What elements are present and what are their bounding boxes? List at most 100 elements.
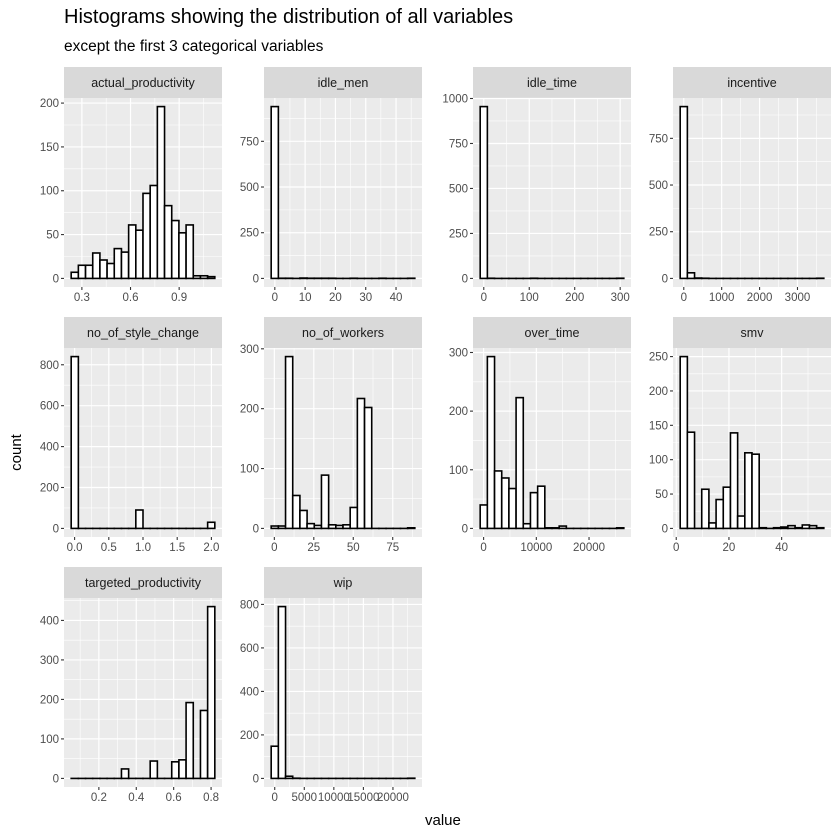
histogram-bar <box>708 522 717 530</box>
histogram-bar <box>736 515 746 530</box>
x-tick-label: 0.3 <box>74 292 90 304</box>
histogram-bar <box>299 509 308 530</box>
facet-panel-idle_time: idle_time 0 100 200 300 0 250 500 750 1000 <box>442 67 631 304</box>
x-tick-label: 5000 <box>291 792 317 804</box>
strip-label: no_of_workers <box>302 326 384 340</box>
y-tick-label: 200 <box>40 694 59 706</box>
histogram-bar <box>327 524 337 530</box>
y-tick-label: 800 <box>240 599 259 611</box>
histogram-bar <box>729 432 739 530</box>
histogram-bar <box>529 491 539 530</box>
x-tick-label: 0.6 <box>166 792 182 804</box>
strip-background <box>473 317 631 348</box>
x-tick-label: 1.0 <box>135 542 151 554</box>
y-tick-label: 200 <box>240 730 259 742</box>
x-tick-label: 300 <box>611 292 630 304</box>
histogram-bar <box>500 477 510 530</box>
y-tick-label: 200 <box>649 386 668 398</box>
strip-background <box>264 317 422 348</box>
histogram-bar <box>284 775 294 780</box>
x-tick-label: 0.0 <box>67 542 83 554</box>
y-tick-label: 1000 <box>442 93 468 105</box>
panel-background <box>673 98 831 287</box>
y-tick-label: 750 <box>649 133 668 145</box>
facet-panel-incentive: incentive 0 1000 2000 3000 0 250 500 750 <box>649 67 831 304</box>
histogram-bar <box>170 219 180 280</box>
x-tick-label: 0.4 <box>128 792 145 804</box>
y-tick-label: 50 <box>655 489 668 501</box>
y-tick-label: 0 <box>662 273 668 285</box>
histogram-bar <box>356 397 366 530</box>
histogram-bar <box>700 488 710 530</box>
x-tick-label: 0 <box>271 542 277 554</box>
strip-label: no_of_style_change <box>87 326 199 340</box>
x-tick-label: 0.9 <box>171 292 187 304</box>
y-tick-label: 0 <box>253 523 259 535</box>
y-tick-label: 150 <box>649 420 668 432</box>
x-tick-label: 20000 <box>573 542 605 554</box>
x-tick-label: 2.0 <box>203 542 219 554</box>
facet-panel-smv: smv 0 20 40 0 50 100 150 200 250 <box>649 317 831 554</box>
histogram-bar <box>551 527 560 530</box>
facet-panel-targeted_productivity: targeted_productivity 0.2 0.4 0.6 0.8 0 100 200… <box>40 567 222 804</box>
y-tick-label: 500 <box>240 182 259 194</box>
panel-background <box>64 598 222 787</box>
histogram-bar <box>406 527 416 530</box>
y-tick-label: 200 <box>40 98 59 110</box>
y-tick-label: 250 <box>649 227 668 239</box>
x-tick-label: 0 <box>272 292 278 304</box>
histogram-bar <box>686 272 696 280</box>
x-axis-label: value <box>425 812 461 829</box>
strip-background <box>64 567 222 598</box>
x-tick-label: 3000 <box>785 292 811 304</box>
chart-subtitle: except the first 3 categorical variables <box>64 38 324 55</box>
strip-label: over_time <box>525 326 580 340</box>
histogram-bar <box>142 192 151 280</box>
histogram-bar <box>70 355 80 530</box>
x-tick-label: 200 <box>565 292 584 304</box>
histogram-bar <box>192 274 202 280</box>
histogram-bar <box>808 524 818 530</box>
y-tick-label: 400 <box>40 615 59 627</box>
histogram-bar <box>349 506 359 530</box>
histogram-bar <box>206 275 216 280</box>
histogram-bar <box>772 526 782 530</box>
x-tick-label: 30 <box>359 292 372 304</box>
y-tick-label: 0 <box>253 773 259 785</box>
strip-background <box>673 67 831 98</box>
histogram-bar <box>815 526 825 530</box>
histogram-bar <box>70 271 80 280</box>
histogram-bar <box>493 470 503 530</box>
x-tick-label: 0 <box>272 792 278 804</box>
histogram-bar <box>91 252 101 280</box>
facet-panel-idle_men: idle_men 0 10 20 30 40 0 250 500 750 <box>240 67 422 304</box>
x-tick-label: 20 <box>329 292 342 304</box>
strip-background <box>264 567 422 598</box>
y-tick-label: 500 <box>449 183 468 195</box>
histogram-bar <box>751 453 760 530</box>
panel-background <box>264 598 422 787</box>
y-tick-label: 0 <box>253 273 259 285</box>
histogram-bar <box>342 524 351 530</box>
histogram-bar <box>722 486 732 530</box>
histogram-bar <box>149 184 159 280</box>
histogram-bar <box>135 229 144 280</box>
chart-title: Histograms showing the distribution of a… <box>64 6 514 28</box>
histogram-bar <box>544 527 553 530</box>
histogram-bar <box>686 431 696 530</box>
histogram-bar <box>77 264 87 280</box>
strip-label: targeted_productivity <box>85 576 202 590</box>
x-tick-label: 10000 <box>318 792 350 804</box>
histogram-bar <box>99 259 108 280</box>
y-tick-label: 300 <box>449 347 468 359</box>
strip-background <box>64 317 222 348</box>
histogram-bar <box>335 524 344 530</box>
histogram-bar <box>178 232 187 280</box>
y-tick-label: 150 <box>40 142 59 154</box>
x-tick-label: 10000 <box>520 542 552 554</box>
x-tick-label: 75 <box>386 542 399 554</box>
histogram-bar <box>558 525 568 530</box>
y-tick-label: 200 <box>449 406 468 418</box>
x-tick-label: 10 <box>299 292 312 304</box>
